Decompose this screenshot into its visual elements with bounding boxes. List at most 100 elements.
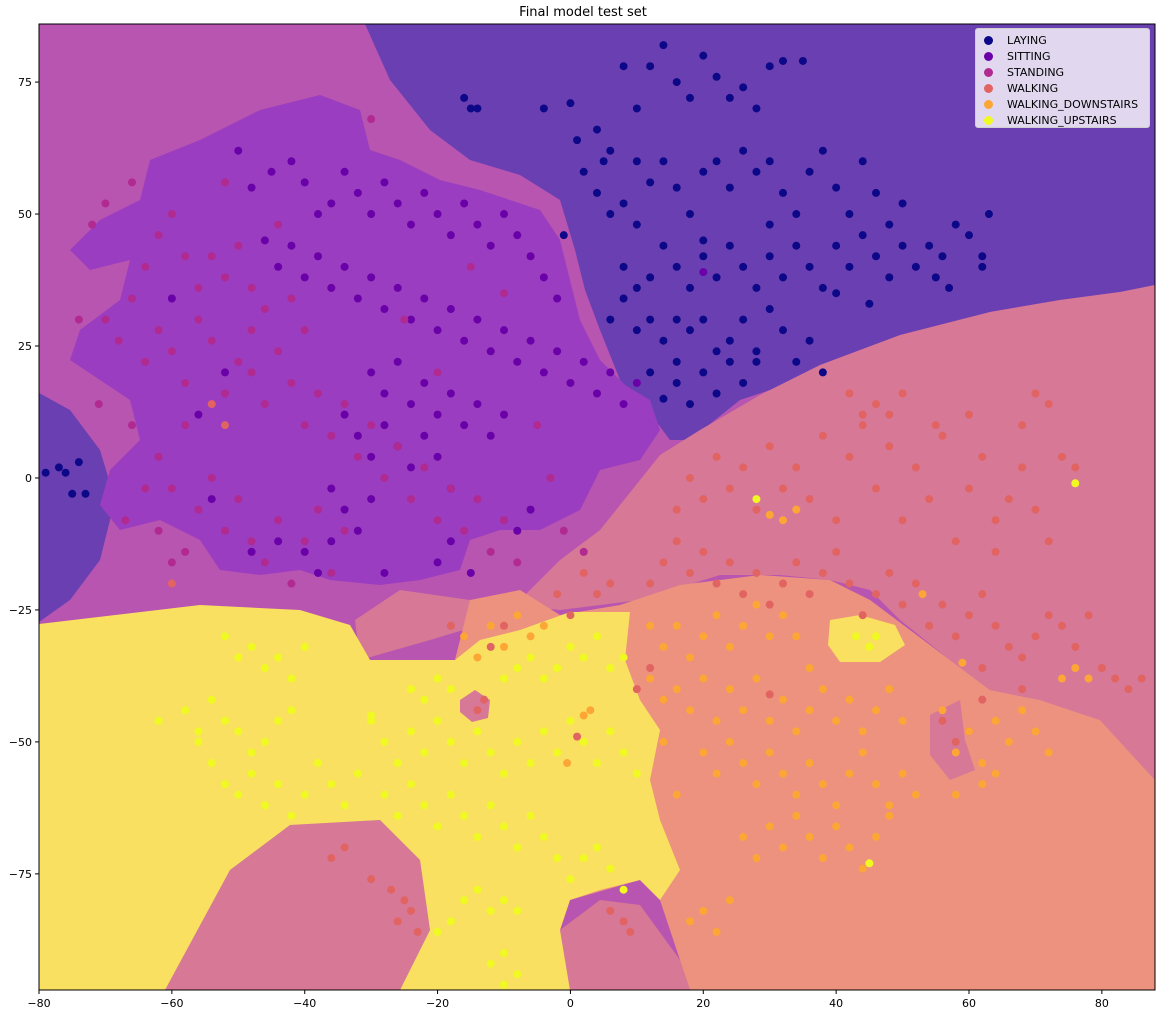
data-point xyxy=(805,706,814,715)
y-tick-label: −50 xyxy=(9,736,32,749)
data-point xyxy=(480,695,489,704)
data-point xyxy=(194,283,203,292)
data-point xyxy=(380,305,389,314)
data-point xyxy=(739,463,748,472)
data-point xyxy=(885,685,894,694)
data-point xyxy=(500,621,508,630)
data-point xyxy=(473,315,482,324)
legend-label: WALKING xyxy=(1007,81,1059,95)
data-point xyxy=(752,505,761,514)
region-walking-bottom xyxy=(165,820,430,990)
data-point xyxy=(606,906,615,915)
data-point xyxy=(114,336,123,345)
data-point xyxy=(473,832,482,841)
data-point xyxy=(686,917,694,926)
region-laying-left xyxy=(39,393,115,622)
data-point xyxy=(858,748,867,757)
data-point xyxy=(712,611,721,620)
data-point xyxy=(234,146,243,155)
data-point xyxy=(327,780,336,789)
data-point xyxy=(513,231,522,240)
data-point xyxy=(725,357,734,366)
data-point xyxy=(978,262,987,271)
data-point xyxy=(686,210,694,219)
data-point xyxy=(513,737,522,746)
data-point xyxy=(699,906,708,915)
data-point xyxy=(951,737,960,746)
data-point xyxy=(327,854,336,863)
data-point xyxy=(792,463,801,472)
data-point xyxy=(234,357,243,366)
data-point xyxy=(845,262,854,271)
data-point xyxy=(327,283,336,292)
data-point xyxy=(234,790,243,799)
data-point xyxy=(686,93,694,102)
data-point xyxy=(473,727,482,736)
data-point xyxy=(858,421,867,430)
data-point xyxy=(340,505,349,514)
data-point xyxy=(1137,674,1146,683)
data-point xyxy=(898,769,907,778)
data-point xyxy=(553,854,562,863)
data-point xyxy=(393,442,402,451)
legend-marker xyxy=(984,51,993,61)
data-point xyxy=(911,262,920,271)
x-tick-label: 20 xyxy=(696,997,710,1010)
decision-regions xyxy=(39,24,1155,990)
data-point xyxy=(54,463,63,472)
data-point xyxy=(314,568,322,577)
data-point xyxy=(765,600,774,609)
data-point xyxy=(500,289,508,298)
data-point xyxy=(367,368,376,377)
data-point xyxy=(579,167,588,176)
data-point xyxy=(938,706,947,715)
data-point xyxy=(958,658,967,667)
data-point xyxy=(686,283,694,292)
data-point xyxy=(407,220,415,229)
data-point xyxy=(898,241,907,250)
data-point xyxy=(500,642,508,651)
data-point xyxy=(712,157,721,166)
data-point xyxy=(659,241,668,250)
data-point xyxy=(626,927,635,936)
legend-item: WALKING_UPSTAIRS xyxy=(984,112,1117,128)
data-point xyxy=(446,537,455,546)
data-point xyxy=(420,188,429,197)
data-point xyxy=(314,252,322,261)
data-point xyxy=(500,769,508,778)
data-point xyxy=(539,832,548,841)
data-point xyxy=(500,980,508,989)
data-point xyxy=(792,558,801,567)
data-point xyxy=(247,537,256,546)
data-point xyxy=(1004,737,1013,746)
data-point xyxy=(805,664,814,672)
data-point xyxy=(400,315,409,324)
data-point xyxy=(420,294,429,303)
data-point xyxy=(221,526,229,535)
data-point xyxy=(181,547,190,556)
data-point xyxy=(1124,685,1133,694)
data-point xyxy=(739,621,748,630)
data-point xyxy=(513,357,522,366)
data-point xyxy=(832,289,841,298)
data-point xyxy=(300,547,309,556)
data-point xyxy=(486,801,495,810)
data-point xyxy=(207,400,216,409)
data-point xyxy=(1031,727,1040,736)
data-point xyxy=(593,632,601,641)
data-point xyxy=(712,716,721,725)
data-point xyxy=(951,790,960,799)
data-point xyxy=(646,664,655,672)
data-point xyxy=(1044,748,1053,757)
data-point xyxy=(221,389,229,398)
data-point xyxy=(898,716,907,725)
data-point xyxy=(845,210,854,219)
data-point xyxy=(606,664,615,672)
data-point xyxy=(672,357,681,366)
data-point xyxy=(686,473,694,482)
data-point xyxy=(725,685,734,694)
region-sitting xyxy=(70,95,660,585)
data-point xyxy=(513,664,522,672)
data-point xyxy=(41,468,50,477)
series-walking-downstairs xyxy=(460,505,1093,936)
